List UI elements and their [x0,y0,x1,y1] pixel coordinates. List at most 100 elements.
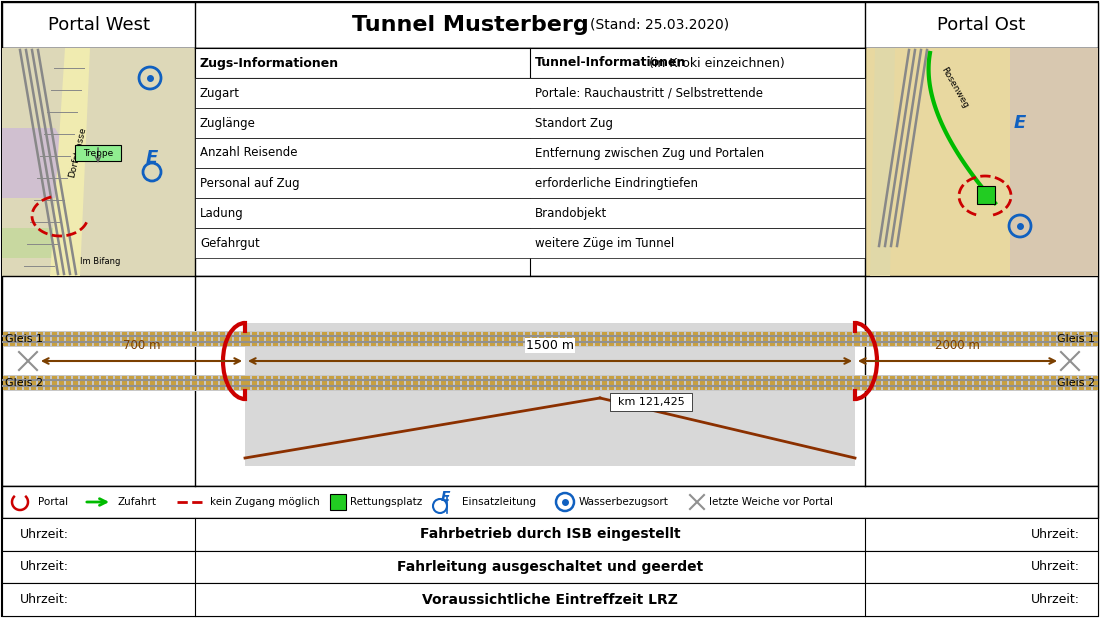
Bar [967,376,972,390]
Bar [918,376,923,390]
Bar [483,332,488,346]
Bar [45,332,50,346]
Bar [476,332,481,346]
Bar [420,376,425,390]
Bar [287,332,292,346]
Bar [658,332,663,346]
Bar [75,145,121,161]
Bar [315,332,320,346]
Bar [220,376,225,390]
Bar [199,332,204,346]
Bar [294,376,299,390]
Bar [883,332,888,346]
Bar [512,332,516,346]
Bar [805,332,810,346]
Bar [287,376,292,390]
Bar [798,332,803,346]
Bar [854,332,859,346]
Bar [833,332,838,346]
Bar [855,331,1097,347]
Bar [609,376,614,390]
Text: kein Zugang möglich: kein Zugang möglich [210,497,320,507]
Bar [227,376,232,390]
Bar [854,376,859,390]
Bar [1023,376,1028,390]
Bar [16,332,22,346]
Bar [847,332,852,346]
Bar [679,332,684,346]
Bar [525,332,530,346]
Bar [94,376,99,390]
Bar [234,376,239,390]
Bar [996,376,1000,390]
Bar [756,376,761,390]
Bar [87,332,92,346]
Bar [1002,332,1006,346]
Text: Treppe: Treppe [82,148,113,158]
Bar [252,332,257,346]
Text: Wasserbezugsort: Wasserbezugsort [579,497,669,507]
Bar [108,376,113,390]
Text: erforderliche Eindringtiefen: erforderliche Eindringtiefen [535,177,698,190]
Bar [245,376,250,390]
Bar [412,332,418,346]
Bar [266,332,271,346]
Text: Tunnel-Informationen: Tunnel-Informationen [535,56,686,69]
Bar [252,376,257,390]
Bar [932,376,937,390]
Bar [960,332,965,346]
Bar [3,375,245,391]
Bar [1037,332,1042,346]
Text: Standort Zug: Standort Zug [535,117,613,130]
Text: Uhrzeit:: Uhrzeit: [20,528,69,541]
Bar [946,332,952,346]
Bar [784,376,789,390]
Bar [136,376,141,390]
Bar [693,332,698,346]
Bar [918,332,923,346]
Bar [672,376,676,390]
Bar [869,376,874,390]
Bar [420,332,425,346]
Bar [791,376,796,390]
Bar [666,332,670,346]
Bar [988,376,993,390]
Bar [651,376,656,390]
Bar [45,376,50,390]
Polygon shape [2,48,75,198]
Bar [358,376,362,390]
Bar [24,332,29,346]
Bar [658,376,663,390]
Bar [602,332,607,346]
Bar [143,376,148,390]
Bar [974,332,979,346]
Text: Gleis 1: Gleis 1 [1057,334,1094,344]
Bar [1072,376,1077,390]
Bar [847,376,852,390]
Text: Gleis 2: Gleis 2 [6,378,43,388]
Bar [890,332,895,346]
Bar [518,332,522,346]
Bar [637,376,642,390]
Bar [330,494,346,510]
Text: km 121,425: km 121,425 [617,397,684,407]
Bar [350,332,355,346]
Bar [273,332,278,346]
Bar [315,376,320,390]
Bar [840,376,845,390]
Bar [301,332,306,346]
Bar [693,376,698,390]
Bar [178,332,183,346]
Bar [399,376,404,390]
Bar [630,332,635,346]
Text: Uhrzeit:: Uhrzeit: [1031,561,1080,574]
Text: Portal West: Portal West [48,16,151,34]
Text: Rettungsplatz: Rettungsplatz [350,497,422,507]
Polygon shape [50,48,90,276]
Bar [406,332,411,346]
Bar [80,376,85,390]
Bar [1016,376,1021,390]
Bar [967,332,972,346]
Bar [504,332,509,346]
Text: Portal Ost: Portal Ost [937,16,1025,34]
